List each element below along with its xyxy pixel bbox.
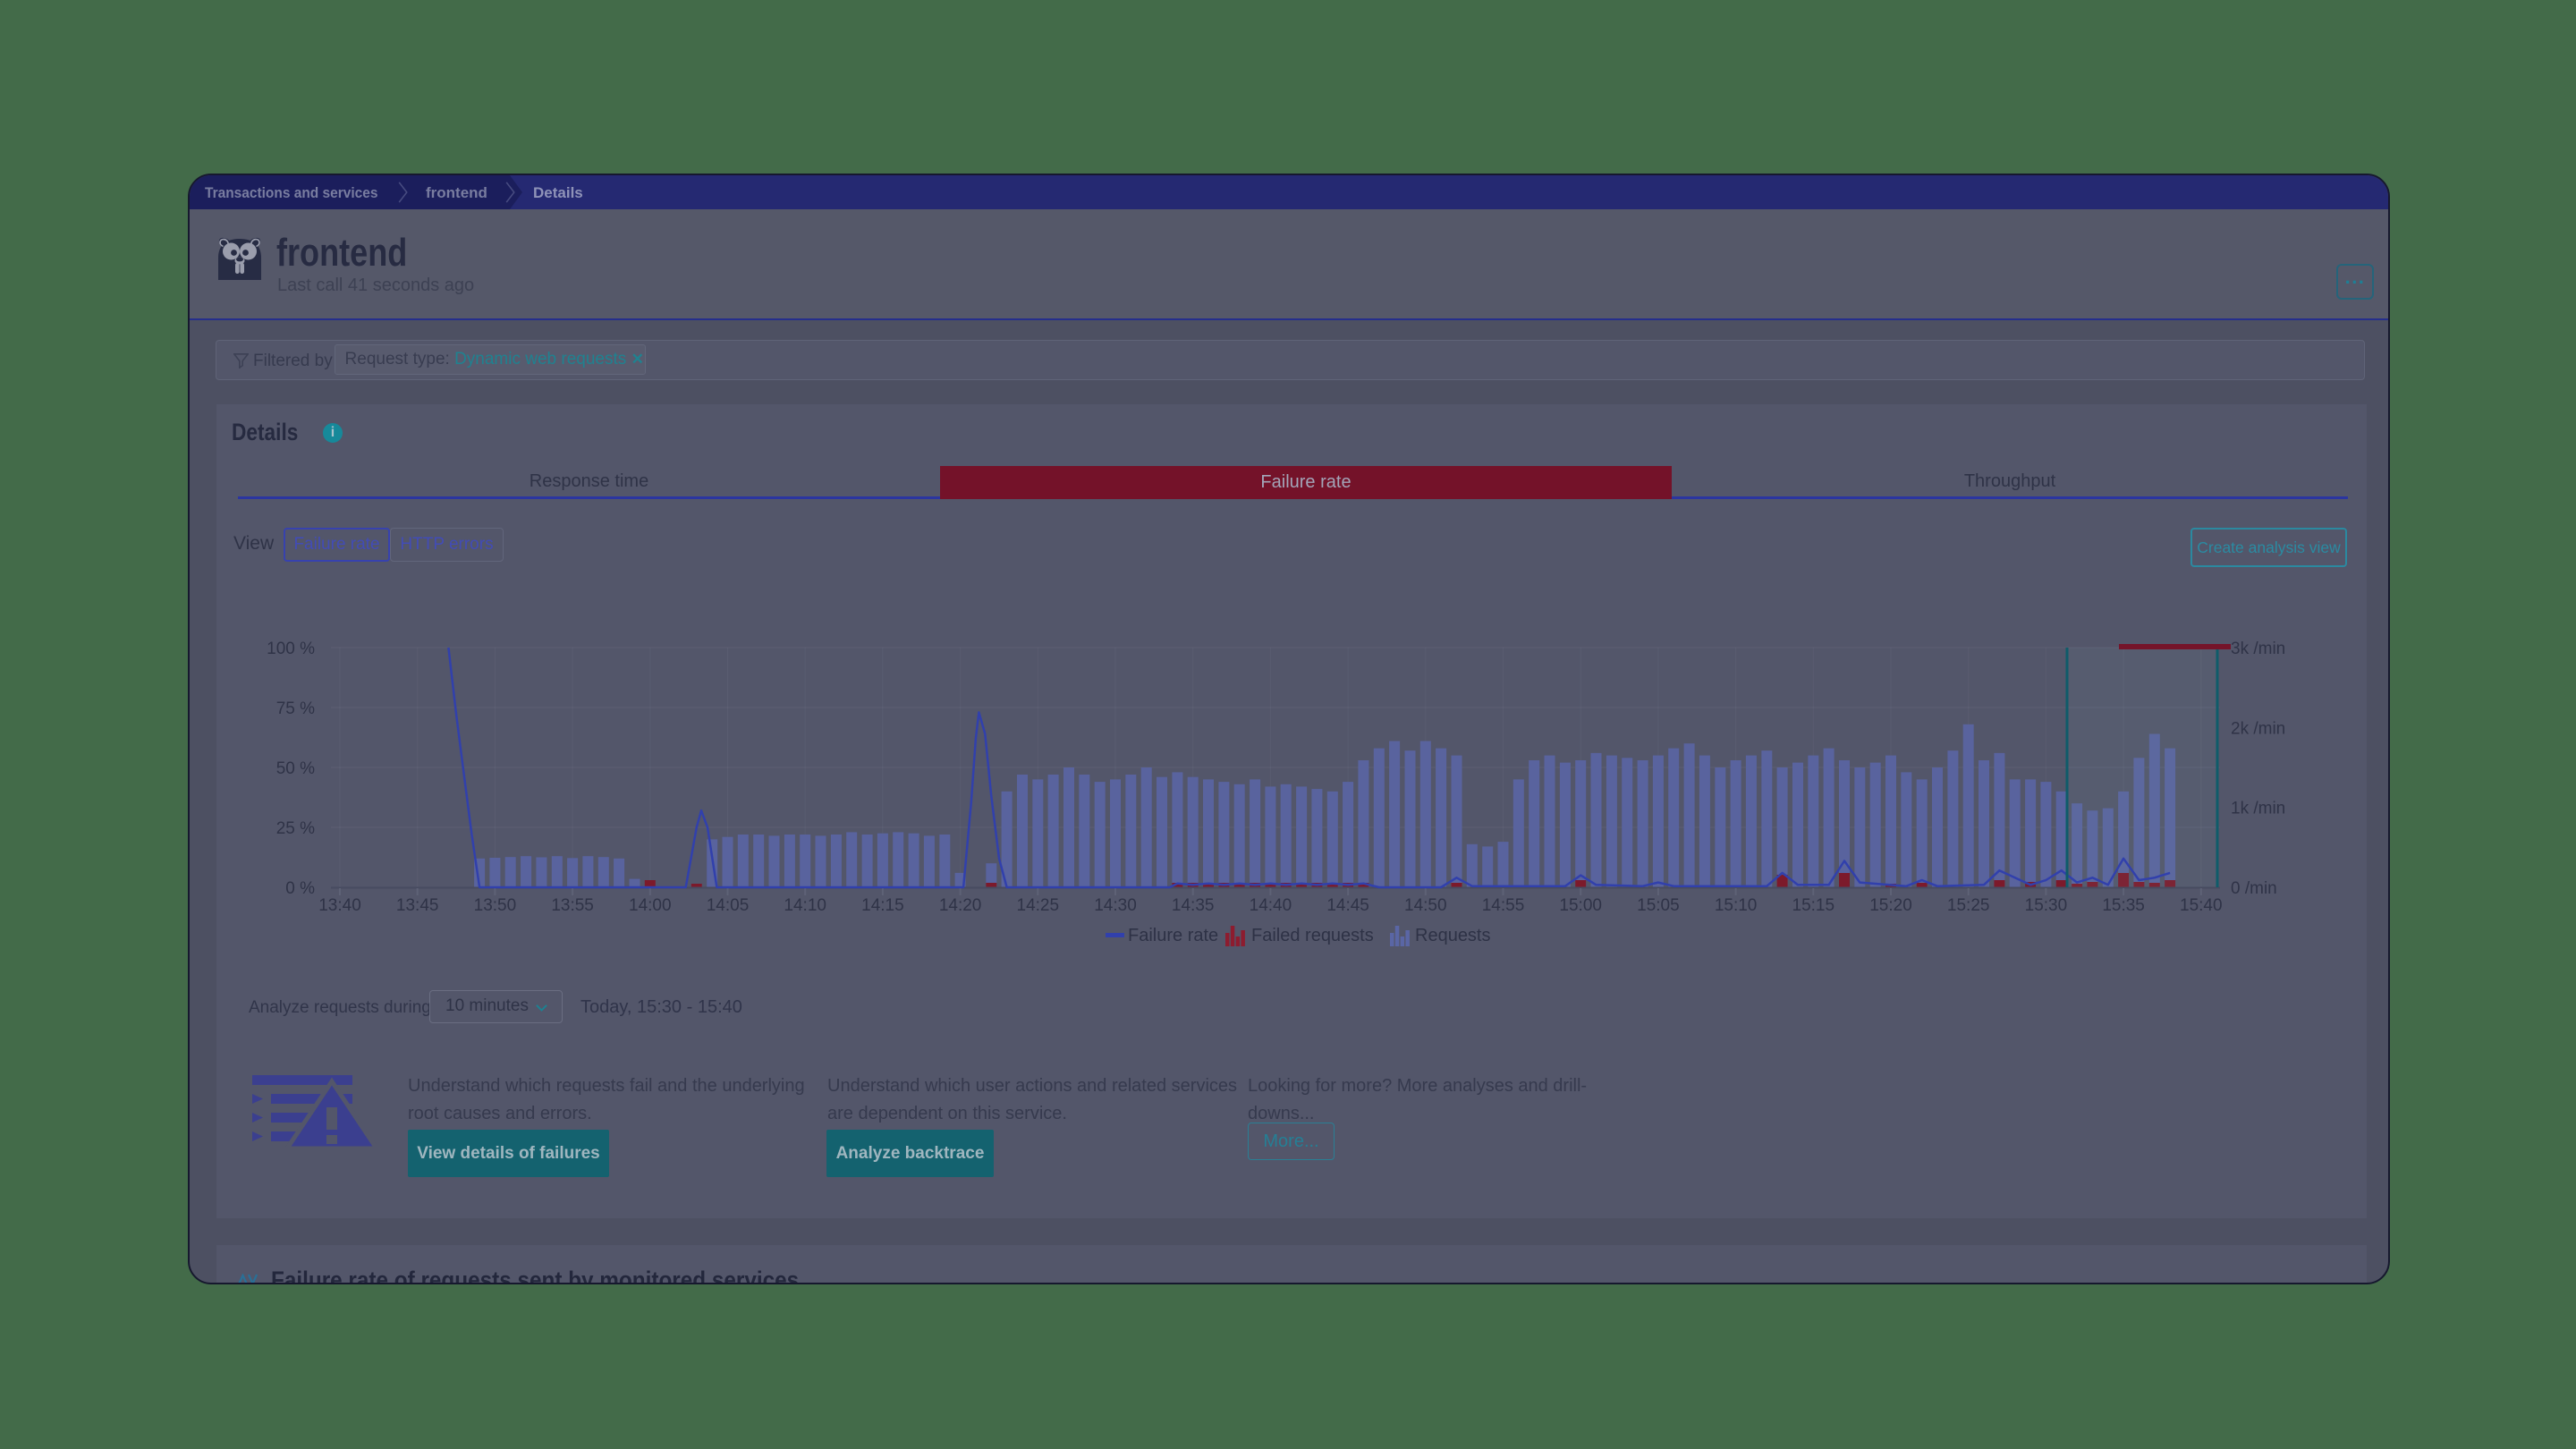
svg-text:14:50: 14:50 (1404, 896, 1447, 915)
svg-text:75 %: 75 % (276, 699, 315, 718)
svg-text:15:30: 15:30 (2025, 896, 2068, 915)
svg-text:15:40: 15:40 (2180, 896, 2223, 915)
svg-text:14:00: 14:00 (629, 896, 672, 915)
svg-text:0 %: 0 % (285, 879, 315, 898)
svg-text:14:15: 14:15 (861, 896, 904, 915)
svg-text:14:30: 14:30 (1094, 896, 1137, 915)
svg-text:15:15: 15:15 (1792, 896, 1835, 915)
svg-text:14:55: 14:55 (1482, 896, 1525, 915)
svg-text:0 /min: 0 /min (2231, 879, 2277, 898)
svg-text:15:10: 15:10 (1715, 896, 1758, 915)
svg-text:14:40: 14:40 (1250, 896, 1292, 915)
svg-text:100 %: 100 % (267, 640, 315, 658)
svg-text:13:50: 13:50 (474, 896, 517, 915)
svg-text:3k /min: 3k /min (2231, 640, 2285, 658)
svg-text:25 %: 25 % (276, 819, 315, 838)
svg-text:14:45: 14:45 (1326, 896, 1369, 915)
svg-text:14:05: 14:05 (707, 896, 750, 915)
svg-text:14:25: 14:25 (1017, 896, 1060, 915)
svg-text:13:40: 13:40 (318, 896, 361, 915)
svg-text:15:05: 15:05 (1637, 896, 1680, 915)
svg-text:2k /min: 2k /min (2231, 719, 2285, 738)
svg-text:15:25: 15:25 (1947, 896, 1990, 915)
svg-text:15:35: 15:35 (2102, 896, 2145, 915)
svg-text:14:35: 14:35 (1172, 896, 1215, 915)
svg-text:14:10: 14:10 (784, 896, 826, 915)
svg-text:50 %: 50 % (276, 759, 315, 778)
svg-text:13:55: 13:55 (551, 896, 594, 915)
svg-text:13:45: 13:45 (396, 896, 439, 915)
svg-text:15:00: 15:00 (1559, 896, 1602, 915)
svg-text:15:20: 15:20 (1869, 896, 1912, 915)
svg-text:1k /min: 1k /min (2231, 800, 2285, 818)
svg-text:14:20: 14:20 (939, 896, 982, 915)
